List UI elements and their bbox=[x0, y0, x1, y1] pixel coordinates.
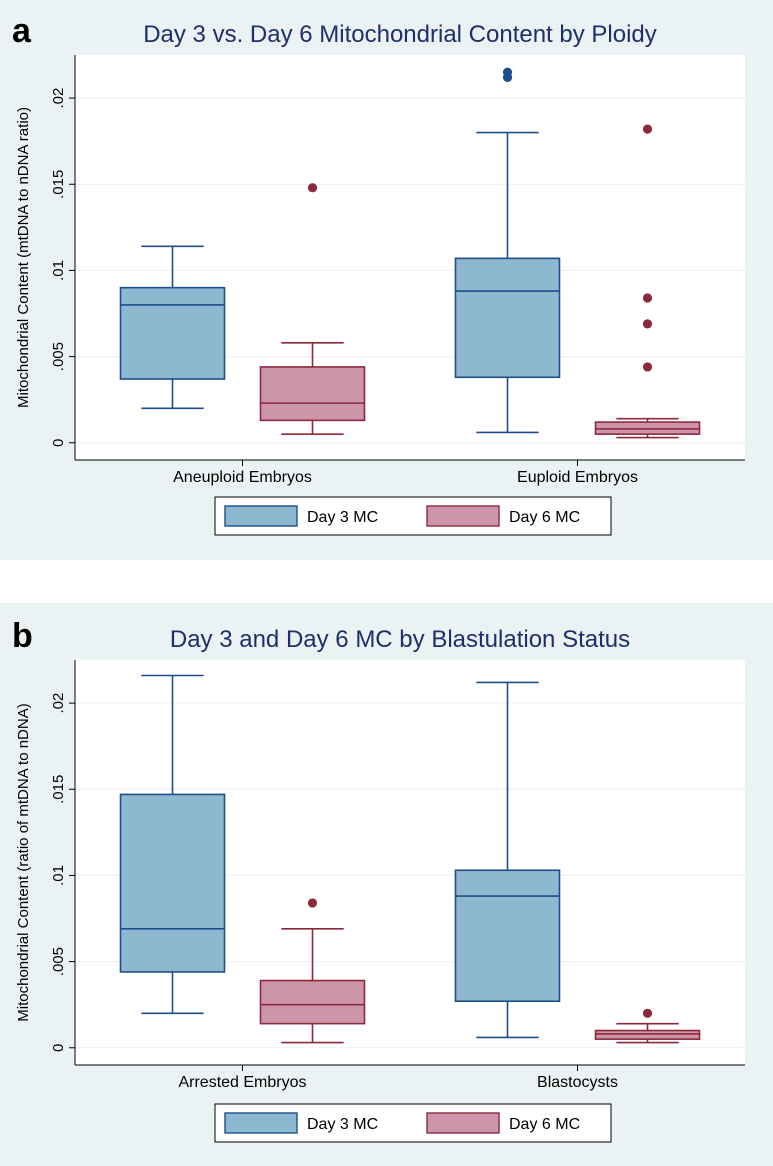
legend-label: Day 3 MC bbox=[307, 1116, 378, 1133]
x-category-label: Blastocysts bbox=[537, 1074, 618, 1091]
box-iqr bbox=[594, 421, 701, 435]
outlier-point bbox=[642, 362, 653, 372]
y-axis-label: Mitochondrial Content (mtDNA to nDNA rat… bbox=[15, 107, 32, 408]
outlier-point bbox=[307, 898, 318, 908]
y-axis-label: Mitochondrial Content (ratio of mtDNA to… bbox=[15, 703, 32, 1021]
y-tick-label: 0 bbox=[50, 1044, 67, 1052]
outlier-point bbox=[307, 183, 318, 193]
box-iqr bbox=[454, 869, 561, 1003]
y-tick-label: .005 bbox=[50, 342, 67, 371]
legend-label: Day 6 MC bbox=[509, 1116, 580, 1133]
y-tick-label: .02 bbox=[50, 88, 67, 109]
legend-swatch bbox=[224, 1112, 298, 1134]
panel-letter: a bbox=[12, 12, 32, 50]
y-tick-label: .015 bbox=[50, 775, 67, 804]
panel-letter: b bbox=[12, 617, 33, 655]
y-tick-label: .015 bbox=[50, 170, 67, 199]
box-iqr bbox=[119, 286, 226, 380]
panel-a: a Day 3 vs. Day 6 Mitochondrial Content b… bbox=[0, 0, 773, 560]
outlier-point bbox=[502, 67, 513, 77]
box-iqr bbox=[259, 979, 366, 1025]
chart-title: Day 3 vs. Day 6 Mitochondrial Content by… bbox=[143, 21, 657, 48]
legend-swatch bbox=[224, 505, 298, 527]
outlier-point bbox=[642, 293, 653, 303]
plot-area bbox=[75, 55, 745, 460]
x-category-label: Aneuploid Embryos bbox=[173, 469, 312, 486]
y-tick-label: 0 bbox=[50, 439, 67, 447]
panel-b: b Day 3 and Day 6 MC by Blastulation Stat… bbox=[0, 603, 773, 1166]
box-iqr bbox=[259, 366, 366, 422]
box-iqr bbox=[594, 1029, 701, 1040]
legend-label: Day 6 MC bbox=[509, 509, 580, 526]
outlier-point bbox=[642, 124, 653, 134]
y-tick-label: .02 bbox=[50, 693, 67, 714]
y-tick-label: .01 bbox=[50, 865, 67, 886]
legend-swatch bbox=[426, 1112, 500, 1134]
chart-b: b Day 3 and Day 6 MC by Blastulation Stat… bbox=[12, 617, 745, 1143]
chart-title: Day 3 and Day 6 MC by Blastulation Statu… bbox=[170, 626, 630, 653]
outlier-point bbox=[642, 1008, 653, 1018]
legend-label: Day 3 MC bbox=[307, 509, 378, 526]
y-tick-label: .01 bbox=[50, 260, 67, 281]
x-category-label: Arrested Embryos bbox=[178, 1074, 306, 1091]
legend-swatch bbox=[426, 505, 500, 527]
x-category-label: Euploid Embryos bbox=[517, 469, 638, 486]
box-iqr bbox=[119, 793, 226, 973]
box-iqr bbox=[454, 257, 561, 379]
outlier-point bbox=[642, 319, 653, 329]
y-tick-label: .005 bbox=[50, 947, 67, 976]
chart-a: a Day 3 vs. Day 6 Mitochondrial Content b… bbox=[12, 12, 745, 536]
